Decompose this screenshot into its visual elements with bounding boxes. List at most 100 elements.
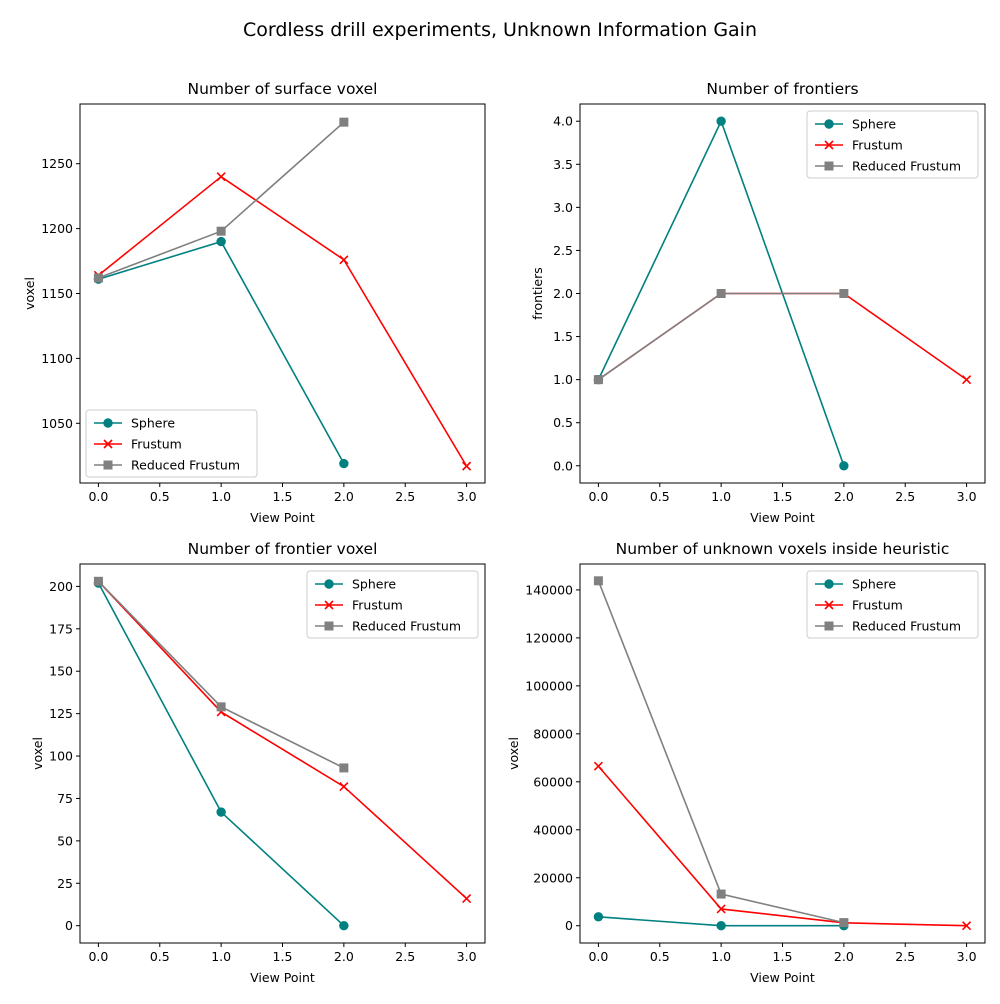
y-tick-label: 1100 bbox=[41, 351, 73, 366]
legend-marker bbox=[103, 460, 113, 470]
y-tick-label: 40000 bbox=[533, 822, 573, 837]
legend-box bbox=[306, 570, 479, 639]
data-point-frustum bbox=[593, 761, 603, 771]
y-tick-label: 100000 bbox=[525, 678, 573, 693]
y-tick-label: 1050 bbox=[41, 416, 73, 431]
y-tick-label: 100 bbox=[49, 749, 73, 764]
data-point-sphere bbox=[593, 912, 604, 922]
legend-label: Reduced Frustum bbox=[852, 619, 961, 634]
legend-box bbox=[85, 409, 258, 478]
legend-label: Frustum bbox=[131, 437, 182, 452]
x-tick-label: 0.5 bbox=[650, 489, 670, 504]
y-tick-label: 1.0 bbox=[553, 372, 573, 387]
data-point-reduced-frustum bbox=[93, 576, 103, 586]
x-tick-label: 2.5 bbox=[395, 489, 415, 504]
legend-box bbox=[806, 110, 979, 179]
data-point-reduced-frustum bbox=[593, 375, 603, 385]
data-point-frustum bbox=[962, 375, 972, 385]
y-tick-label: 25 bbox=[57, 876, 73, 891]
legend-label: Frustum bbox=[852, 598, 903, 613]
x-tick-label: 2.0 bbox=[834, 489, 854, 504]
subplot-4: Number of unknown voxels inside heuristi… bbox=[506, 540, 986, 985]
legend: Sphere Frustum Reduced Frustum bbox=[806, 110, 979, 179]
data-point-frustum bbox=[716, 904, 726, 914]
data-point-frustum bbox=[462, 461, 472, 471]
legend-label: Sphere bbox=[852, 577, 896, 592]
subplot-title: Number of surface voxel bbox=[188, 80, 378, 98]
data-point-frustum bbox=[462, 893, 472, 904]
plot-frame bbox=[79, 103, 486, 484]
x-tick-label: 3.0 bbox=[457, 949, 477, 964]
data-point-frustum bbox=[962, 921, 972, 931]
data-point-reduced-frustum bbox=[93, 273, 103, 283]
x-axis-label: View Point bbox=[250, 970, 315, 985]
data-point-sphere bbox=[716, 116, 726, 126]
legend: Sphere Frustum Reduced Frustum bbox=[806, 570, 979, 639]
legend-label: Reduced Frustum bbox=[131, 458, 240, 473]
legend-marker bbox=[824, 600, 834, 610]
data-point-reduced-frustum bbox=[839, 918, 849, 928]
series-line-reduced-frustum bbox=[597, 292, 844, 381]
data-point-reduced-frustum bbox=[339, 763, 349, 773]
x-tick-label: 1.0 bbox=[211, 949, 231, 964]
y-tick-label: 0.0 bbox=[553, 458, 573, 473]
y-tick-label: 1200 bbox=[41, 221, 73, 236]
legend-marker bbox=[824, 119, 834, 129]
x-tick-label: 0.0 bbox=[588, 949, 608, 964]
y-tick-label: 3.5 bbox=[553, 157, 573, 172]
y-tick-label: 0 bbox=[565, 918, 573, 933]
data-point-sphere bbox=[839, 461, 849, 471]
legend-label: Sphere bbox=[852, 117, 896, 132]
data-point-frustum bbox=[216, 172, 226, 182]
x-tick-label: 1.5 bbox=[273, 949, 293, 964]
y-tick-label: 3.0 bbox=[553, 200, 573, 215]
legend-marker bbox=[824, 140, 834, 150]
data-point-reduced-frustum bbox=[839, 289, 849, 298]
data-point-reduced-frustum bbox=[339, 117, 349, 127]
data-point-sphere bbox=[339, 458, 349, 469]
x-tick-label: 1.0 bbox=[711, 489, 731, 504]
x-tick-label: 2.0 bbox=[334, 489, 354, 504]
legend-label: Reduced Frustum bbox=[352, 619, 461, 634]
y-tick-label: 2.0 bbox=[553, 286, 573, 301]
y-axis-label: frontiers bbox=[530, 267, 545, 320]
y-tick-label: 0.5 bbox=[553, 415, 573, 430]
y-axis-label: voxel bbox=[22, 277, 37, 310]
series-line-frustum bbox=[97, 580, 468, 900]
y-axis-label: voxel bbox=[30, 737, 45, 770]
y-axis-label: voxel bbox=[506, 737, 521, 770]
y-tick-label: 125 bbox=[49, 706, 73, 721]
x-tick-label: 3.0 bbox=[957, 949, 977, 964]
y-tick-label: 20000 bbox=[533, 870, 573, 885]
data-point-reduced-frustum bbox=[216, 702, 226, 712]
legend-label: Reduced Frustum bbox=[852, 159, 961, 174]
x-tick-label: 1.0 bbox=[211, 489, 231, 504]
x-axis-label: View Point bbox=[750, 510, 815, 525]
legend: Sphere Frustum Reduced Frustum bbox=[85, 409, 258, 478]
x-tick-label: 0.5 bbox=[150, 489, 170, 504]
y-tick-label: 120000 bbox=[525, 630, 573, 645]
subplot-title: Number of frontiers bbox=[706, 80, 858, 98]
data-point-reduced-frustum bbox=[716, 289, 726, 298]
data-point-reduced-frustum bbox=[716, 889, 726, 899]
series-line-reduced-frustum bbox=[98, 121, 345, 279]
series-line-frustum bbox=[597, 765, 967, 927]
x-tick-label: 0.5 bbox=[650, 949, 670, 964]
x-tick-label: 3.0 bbox=[457, 489, 477, 504]
x-tick-label: 0.0 bbox=[588, 489, 608, 504]
data-point-sphere bbox=[716, 921, 726, 931]
x-tick-label: 2.5 bbox=[895, 949, 915, 964]
x-tick-label: 1.5 bbox=[273, 489, 293, 504]
legend-marker bbox=[324, 621, 334, 631]
y-tick-label: 175 bbox=[49, 621, 73, 636]
subplot-title: Number of frontier voxel bbox=[188, 540, 378, 558]
legend: Sphere Frustum Reduced Frustum bbox=[306, 570, 479, 639]
x-tick-label: 2.5 bbox=[395, 949, 415, 964]
y-tick-label: 75 bbox=[57, 791, 73, 806]
y-tick-label: 1150 bbox=[41, 286, 73, 301]
x-tick-label: 3.0 bbox=[957, 489, 977, 504]
y-tick-label: 4.0 bbox=[553, 114, 573, 129]
y-tick-label: 140000 bbox=[525, 582, 573, 597]
